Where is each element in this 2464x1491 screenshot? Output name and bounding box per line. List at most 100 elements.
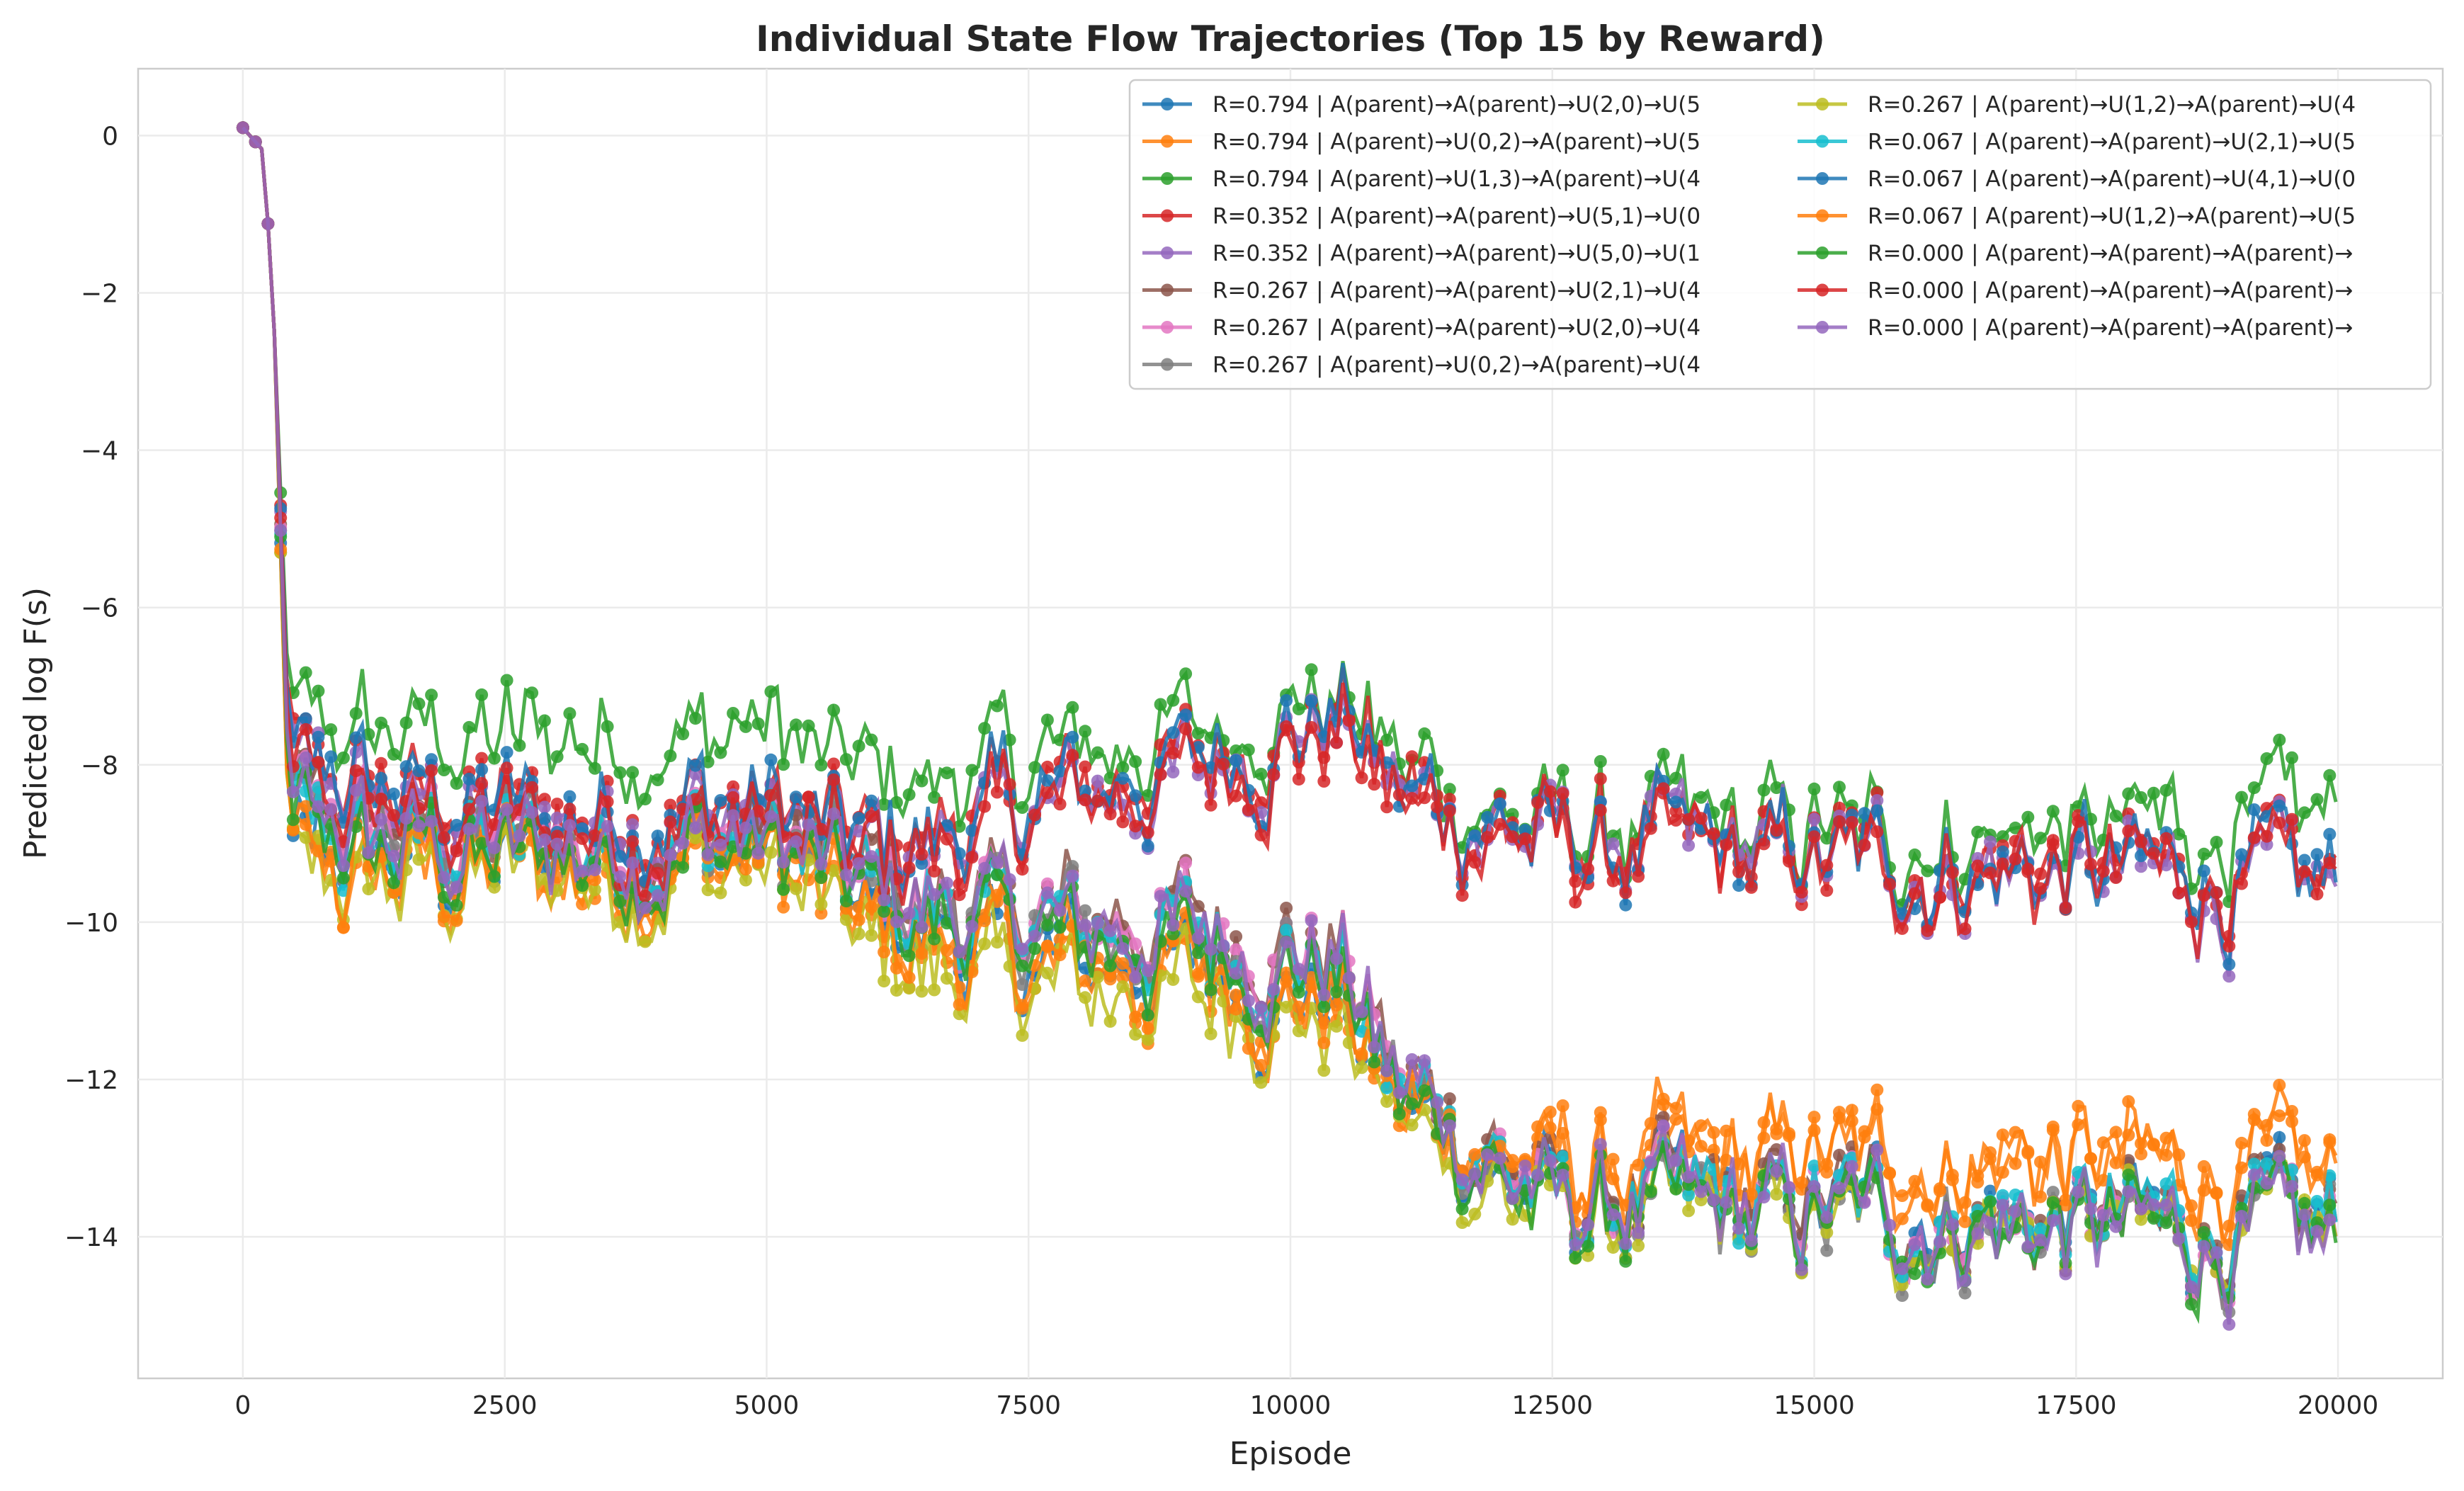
series-point: [425, 815, 438, 828]
y-axis-label: Predicted log F(s): [18, 587, 54, 859]
series-point: [1040, 877, 1054, 890]
series-point: [563, 790, 577, 803]
series-point: [375, 716, 388, 730]
series-point: [538, 714, 551, 727]
series-point: [1280, 1000, 1293, 1014]
series-point: [2034, 867, 2047, 880]
series-point: [2046, 1186, 2060, 1199]
series-point: [563, 803, 577, 816]
y-tick-label: −10: [64, 909, 118, 938]
series-point: [462, 822, 476, 836]
series-point: [1380, 1082, 1394, 1095]
series-point: [550, 798, 564, 811]
series-point: [2147, 846, 2160, 860]
series-point: [1091, 794, 1104, 807]
series-point: [1707, 1126, 1720, 1139]
y-tick-label: −2: [81, 279, 118, 308]
series-point: [2298, 1134, 2311, 1147]
series-point: [2210, 836, 2223, 849]
x-tick-label: 0: [234, 1391, 251, 1420]
x-tick-label: 2500: [472, 1391, 538, 1420]
x-tick-label: 10000: [1250, 1391, 1332, 1420]
series-point: [2260, 1177, 2273, 1190]
series-point: [1820, 1226, 1834, 1239]
series-point: [638, 901, 652, 914]
legend: R=0.794 | A(parent)→A(parent)→U(2,0)→U(5…: [1128, 79, 2432, 390]
series-point: [777, 758, 790, 771]
legend-label: R=0.794 | A(parent)→U(0,2)→A(parent)→U(5: [1213, 130, 1701, 155]
legend-item: R=0.267 | A(parent)→A(parent)→U(2,1)→U(4: [1142, 278, 1701, 304]
series-point: [1091, 774, 1104, 788]
series-point: [1682, 839, 1696, 852]
series-point: [965, 965, 979, 979]
series-point: [1807, 782, 1821, 795]
series-point: [336, 871, 350, 885]
series-point: [915, 947, 929, 960]
series-point: [688, 712, 702, 725]
series-point: [2273, 816, 2286, 829]
series-point: [1934, 1184, 1946, 1198]
legend-swatch-marker: [1816, 98, 1829, 110]
series-point: [1330, 1019, 1344, 1033]
legend-item: R=0.352 | A(parent)→A(parent)→U(5,0)→U(1: [1142, 241, 1701, 266]
legend-label: R=0.000 | A(parent)→A(parent)→A(parent)→: [1868, 241, 2353, 266]
series-point: [2286, 1115, 2298, 1128]
legend-item: R=0.000 | A(parent)→A(parent)→A(parent)→: [1798, 315, 2353, 341]
series-point: [1531, 1168, 1545, 1181]
series-point: [727, 707, 740, 720]
series-point: [764, 685, 778, 698]
series-point: [299, 831, 312, 844]
legend-swatch-marker: [1161, 283, 1174, 297]
series-point: [1040, 786, 1054, 800]
series-point: [500, 761, 513, 775]
series-point: [1556, 1168, 1569, 1181]
series-point: [953, 946, 966, 959]
series-point: [878, 905, 891, 918]
series-point: [2222, 939, 2236, 953]
series-point: [299, 666, 312, 679]
series-point: [1280, 966, 1293, 980]
series-point: [1833, 781, 1846, 794]
series-point: [1103, 1015, 1117, 1028]
series-point: [1833, 1106, 1846, 1119]
series-point: [1644, 1117, 1657, 1130]
series-point: [852, 812, 865, 825]
series-point: [1543, 1121, 1557, 1135]
series-point: [1003, 873, 1016, 886]
series-point: [526, 805, 539, 819]
series-point: [1141, 1009, 1154, 1022]
series-point: [764, 788, 778, 802]
series-point: [1682, 1170, 1696, 1184]
series-point: [727, 809, 740, 822]
series-point: [902, 982, 916, 995]
series-point: [349, 764, 363, 778]
series-point: [714, 886, 727, 900]
series-point: [613, 850, 627, 863]
series-point: [714, 794, 727, 807]
series-point: [2172, 1232, 2186, 1245]
series-point: [827, 864, 841, 878]
series-point: [475, 752, 489, 765]
series-point: [664, 798, 677, 812]
series-point: [2034, 1233, 2047, 1247]
series-point: [1707, 1194, 1720, 1207]
series-point: [1355, 1005, 1368, 1019]
legend-label: R=0.267 | A(parent)→A(parent)→U(2,0)→U(4: [1213, 315, 1701, 341]
series-point: [1040, 774, 1054, 788]
series-point: [1921, 1199, 1934, 1213]
series-point: [261, 217, 275, 230]
series-point: [1895, 1289, 1909, 1302]
series-point: [375, 771, 388, 785]
series-point: [1368, 1055, 1381, 1069]
series-point: [1895, 922, 1909, 935]
series-point: [236, 121, 249, 135]
series-point: [349, 731, 363, 744]
legend-label: R=0.267 | A(parent)→U(1,2)→A(parent)→U(4: [1868, 92, 2356, 118]
series-point: [1820, 884, 1834, 897]
series-point: [1053, 921, 1067, 934]
series-point: [2122, 787, 2135, 800]
y-tick-label: −8: [81, 752, 118, 781]
series-point: [2273, 1079, 2286, 1092]
series-point: [1154, 768, 1167, 781]
series-point: [1556, 787, 1569, 800]
